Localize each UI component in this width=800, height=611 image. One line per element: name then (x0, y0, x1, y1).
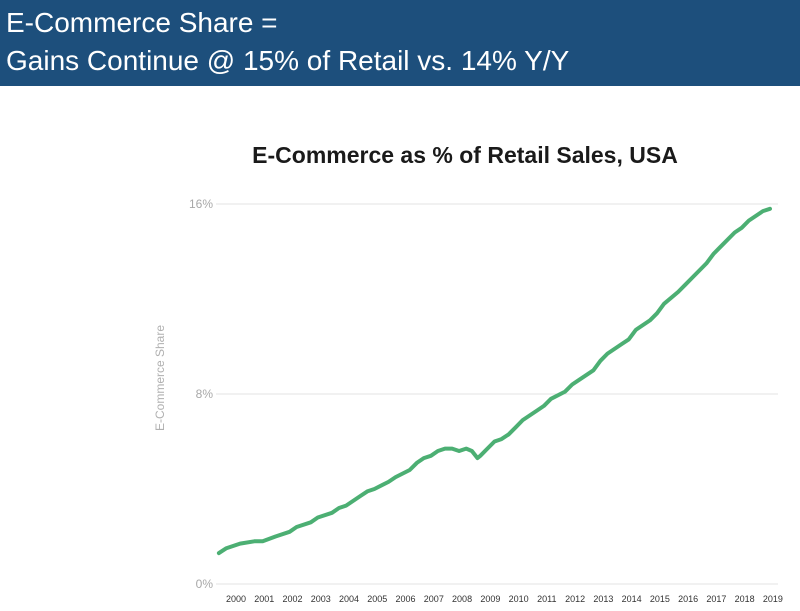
x-tick-label: 2019 (763, 594, 783, 604)
x-tick-label: 2004 (339, 594, 359, 604)
x-tick-label: 2011 (537, 594, 556, 604)
series-line-0 (216, 206, 772, 556)
x-tick-label: 2002 (283, 594, 303, 604)
x-tick-label: 2006 (396, 594, 416, 604)
y-tick-label: 0% (196, 577, 214, 591)
gridlines (216, 203, 778, 585)
banner-title-line2: Gains Continue @ 15% of Retail vs. 14% Y… (6, 45, 570, 76)
x-tick-label: 2007 (424, 594, 444, 604)
x-tick-label: 2012 (565, 594, 585, 604)
x-tick-label: 2018 (735, 594, 755, 604)
x-tick-label: 2014 (622, 594, 642, 604)
chart-title: E-Commerce as % of Retail Sales, USA (252, 142, 678, 168)
banner-title-line1: E-Commerce Share = (6, 7, 278, 38)
x-tick-label: 2013 (593, 594, 613, 604)
x-tick-label: 2000 (226, 594, 246, 604)
series-layer (216, 206, 772, 556)
x-tick-label: 2003 (311, 594, 331, 604)
x-tick-labels: 2000 2001 2002 2003 2004 2005 2006 2007 2008 2009… (226, 594, 783, 604)
y-axis-title: E-Commerce Share (153, 325, 167, 431)
x-tick-label: 2017 (706, 594, 726, 604)
x-tick-label: 2005 (367, 594, 387, 604)
x-tick-label: 2008 (452, 594, 472, 604)
x-tick-label: 2010 (509, 594, 529, 604)
x-tick-label: 2016 (678, 594, 698, 604)
x-tick-label: 2001 (254, 594, 274, 604)
y-tick-label: 16% (189, 197, 213, 211)
header-banner: E-Commerce Share = Gains Continue @ 15% … (0, 0, 800, 86)
y-tick-label: 8% (196, 387, 214, 401)
x-tick-label: 2009 (480, 594, 500, 604)
x-tick-label: 2015 (650, 594, 670, 604)
y-tick-labels: 0% 8% 16% (189, 197, 213, 591)
